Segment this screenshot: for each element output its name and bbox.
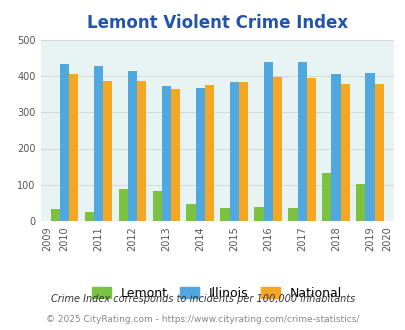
Bar xyxy=(128,71,136,221)
Title: Lemont Violent Crime Index: Lemont Violent Crime Index xyxy=(86,15,347,32)
Bar xyxy=(103,81,112,221)
Bar xyxy=(195,87,204,221)
Bar xyxy=(229,82,238,221)
Bar xyxy=(161,86,171,221)
Bar xyxy=(272,77,281,221)
Bar xyxy=(340,83,349,221)
Bar xyxy=(204,85,213,221)
Bar xyxy=(254,207,263,221)
Bar xyxy=(118,189,128,221)
Bar xyxy=(136,81,146,221)
Bar xyxy=(297,62,306,221)
Bar xyxy=(356,184,364,221)
Bar xyxy=(84,212,94,221)
Bar xyxy=(69,75,78,221)
Bar xyxy=(322,173,330,221)
Bar xyxy=(220,209,229,221)
Bar xyxy=(364,73,374,221)
Bar xyxy=(51,209,60,221)
Bar xyxy=(330,75,340,221)
Bar xyxy=(238,82,247,221)
Text: © 2025 CityRating.com - https://www.cityrating.com/crime-statistics/: © 2025 CityRating.com - https://www.city… xyxy=(46,315,359,324)
Bar xyxy=(186,204,195,221)
Text: Crime Index corresponds to incidents per 100,000 inhabitants: Crime Index corresponds to incidents per… xyxy=(51,294,354,304)
Legend: Lemont, Illinois, National: Lemont, Illinois, National xyxy=(87,282,346,305)
Bar xyxy=(60,64,69,221)
Bar xyxy=(152,191,161,221)
Bar xyxy=(306,78,315,221)
Bar xyxy=(288,209,297,221)
Bar xyxy=(171,89,179,221)
Bar xyxy=(263,62,272,221)
Bar xyxy=(94,66,103,221)
Bar xyxy=(374,83,383,221)
